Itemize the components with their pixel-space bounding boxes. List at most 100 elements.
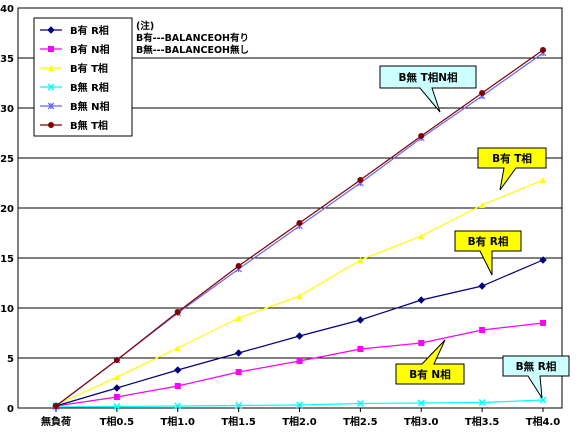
legend-label: B有 N相 [70,43,109,56]
note-line: B無---BALANCEOH無し [136,44,249,56]
note-line: B有---BALANCEOH有り [136,32,249,44]
axes [17,7,563,409]
callout-shape [502,355,570,399]
data-point [296,220,303,226]
callout-label: B有 R相 [468,235,509,248]
callout: B有 N相 [395,339,465,385]
data-point [540,320,546,326]
y-tick-label: 0 [7,404,14,415]
callout-label: B有 N相 [409,368,450,381]
data-point [356,399,364,408]
x-tick-labels: 無負荷 T相0.5 T相1.0 T相1.5 T相2.0 T相2.5 T相3.0 T相3.5 T相… [41,408,560,428]
callouts: B無 T相N相 B有 T相 B有 R相 B有 N相 B無 R相 [379,65,570,399]
legend-item: B無 R相 [40,81,109,94]
data-point [113,394,120,400]
legend-box [33,17,133,137]
callout-shape [477,147,547,191]
data-point [174,345,181,351]
y-tick-label: 40 [0,4,14,15]
y-tick-label: 5 [7,354,14,365]
x-tick-label: T相1.5 [221,415,256,428]
data-point [113,374,120,380]
data-point [357,177,364,183]
callout-shape [395,339,465,385]
x-tick-label: T相0.5 [100,415,135,428]
data-point [417,399,425,407]
series-lines [52,47,547,411]
x-tick-label: T相2.5 [343,415,378,428]
data-point [418,233,425,239]
legend-label: B有 T相 [70,62,108,75]
legend-item: B無 T相 [40,119,108,132]
y-tick-label: 15 [0,254,14,265]
legend-item: B有 N相 [40,43,109,56]
x-tick-label: 無負荷 [41,415,71,428]
legend-item: B無 N相 [40,100,109,113]
y-tick-labels: 0 5 10 15 20 25 30 35 40 [0,4,14,415]
data-point [539,256,547,264]
data-point [357,257,364,263]
data-point [479,327,486,333]
data-point [417,296,425,304]
data-point [113,357,120,363]
legend: B有 R相 B有 N相 B有 T相 B無 R相 B無 N相 B無 T相 [33,17,133,137]
data-point [47,83,55,91]
data-point [48,46,54,52]
data-point [174,383,181,389]
data-point [539,396,547,404]
data-point [53,403,59,409]
data-point [235,315,242,321]
callout: B有 T相 [477,147,547,191]
data-point [113,402,121,411]
callout: B無 T相N相 [379,65,477,113]
series-5 [53,47,546,409]
data-point [235,401,243,410]
data-point [296,358,303,364]
legend-label: B無 N相 [70,100,109,113]
data-point [174,366,182,374]
note-background [134,18,254,56]
data-point [47,102,55,110]
data-point [47,26,55,34]
data-point [296,293,303,299]
data-point [478,398,486,407]
data-point [478,282,486,290]
legend-item: B有 R相 [40,24,109,37]
data-point [113,384,121,392]
y-tick-label: 20 [0,204,14,215]
legend-item: B有 T相 [40,62,108,75]
data-point [48,65,54,71]
data-point [48,122,54,128]
series-3 [52,396,547,411]
data-point [479,202,486,208]
data-point [418,340,425,346]
x-tick-label: T相3.5 [465,415,500,428]
callout-shape [454,230,522,276]
y-tick-label: 25 [0,154,14,165]
callout-label: B有 T相 [492,152,532,165]
data-point [357,346,364,352]
data-point [356,316,365,324]
data-point [234,349,243,357]
plot-frame [17,7,563,409]
data-point [540,47,546,53]
data-point [295,401,304,409]
y-tick-label: 30 [0,104,14,115]
data-point [174,402,182,410]
x-tick-label: T相1.0 [160,415,195,428]
legend-label: B有 R相 [70,24,109,37]
x-tick-label: T相2.0 [282,415,317,428]
data-point [540,177,546,183]
x-tick-label: T相4.0 [526,415,561,428]
data-point [479,90,486,96]
note-line: (注) [136,20,154,32]
callout-label: B無 T相N相 [398,71,457,84]
callout-label: B無 R相 [516,360,557,373]
data-point [235,369,242,375]
data-point [235,263,242,269]
callout-shape [379,65,477,113]
data-point [418,133,425,139]
